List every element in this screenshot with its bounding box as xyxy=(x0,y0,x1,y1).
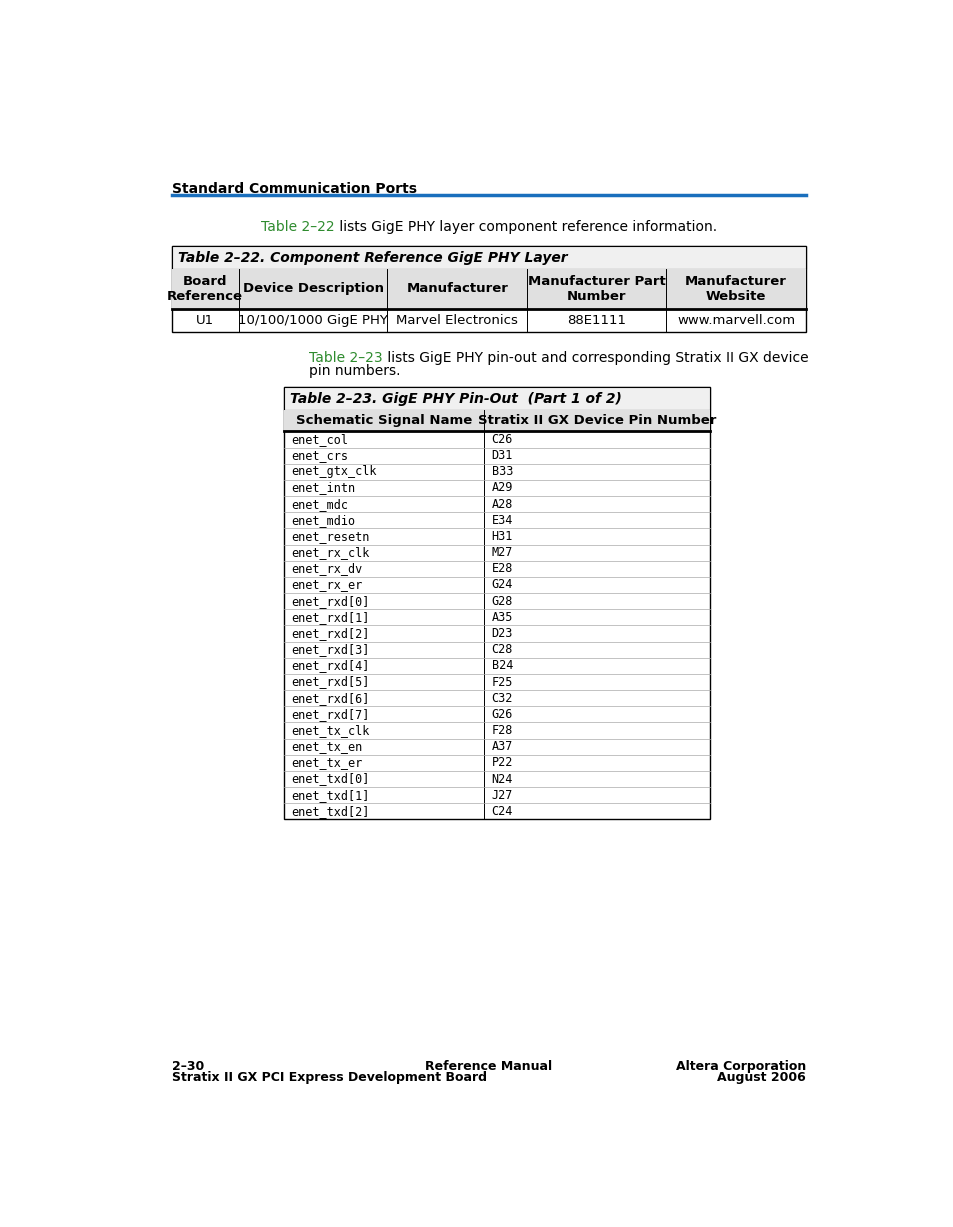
Text: enet_txd[2]: enet_txd[2] xyxy=(291,805,369,818)
Text: enet_rxd[7]: enet_rxd[7] xyxy=(291,708,369,720)
Text: Marvel Electronics: Marvel Electronics xyxy=(395,314,517,326)
Bar xyxy=(283,410,709,432)
Text: enet_rxd[3]: enet_rxd[3] xyxy=(291,643,369,656)
Text: enet_intn: enet_intn xyxy=(291,481,355,494)
Text: G26: G26 xyxy=(491,708,513,720)
Text: Reference Manual: Reference Manual xyxy=(425,1060,552,1072)
Text: enet_tx_clk: enet_tx_clk xyxy=(291,724,369,737)
Text: Schematic Signal Name: Schematic Signal Name xyxy=(295,413,472,427)
Text: Stratix II GX Device Pin Number: Stratix II GX Device Pin Number xyxy=(477,413,716,427)
Text: enet_tx_er: enet_tx_er xyxy=(291,756,362,769)
Text: enet_rx_er: enet_rx_er xyxy=(291,578,362,591)
Text: enet_rxd[0]: enet_rxd[0] xyxy=(291,595,369,607)
Bar xyxy=(172,245,805,269)
Text: H31: H31 xyxy=(491,530,513,544)
Text: enet_tx_en: enet_tx_en xyxy=(291,740,362,753)
Text: B24: B24 xyxy=(491,659,513,672)
Text: E28: E28 xyxy=(491,562,513,575)
Text: enet_mdio: enet_mdio xyxy=(291,514,355,526)
Text: enet_rxd[6]: enet_rxd[6] xyxy=(291,692,369,704)
Text: Standard Communication Ports: Standard Communication Ports xyxy=(172,182,416,196)
Bar xyxy=(172,269,805,309)
Text: U1: U1 xyxy=(196,314,214,326)
Text: P22: P22 xyxy=(491,756,513,769)
Text: C28: C28 xyxy=(491,643,513,656)
Text: enet_rxd[1]: enet_rxd[1] xyxy=(291,611,369,623)
Text: Table 2–22: Table 2–22 xyxy=(261,221,335,234)
Text: Manufacturer: Manufacturer xyxy=(406,282,508,296)
Text: E34: E34 xyxy=(491,514,513,526)
Text: Board
Reference: Board Reference xyxy=(167,275,243,303)
Text: D31: D31 xyxy=(491,449,513,463)
Text: lists GigE PHY pin-out and corresponding Stratix II GX device: lists GigE PHY pin-out and corresponding… xyxy=(382,351,807,366)
Text: F25: F25 xyxy=(491,676,513,688)
Text: enet_txd[0]: enet_txd[0] xyxy=(291,773,369,785)
Text: G28: G28 xyxy=(491,595,513,607)
Text: A37: A37 xyxy=(491,740,513,753)
Text: Altera Corporation: Altera Corporation xyxy=(675,1060,805,1072)
Text: enet_txd[1]: enet_txd[1] xyxy=(291,789,369,801)
Text: Manufacturer Part
Number: Manufacturer Part Number xyxy=(527,275,665,303)
Bar xyxy=(283,387,709,410)
Text: Table 2–23. GigE PHY Pin-Out  (Part 1 of 2): Table 2–23. GigE PHY Pin-Out (Part 1 of … xyxy=(290,393,621,406)
Text: Table 2–23: Table 2–23 xyxy=(309,351,382,366)
Text: C26: C26 xyxy=(491,433,513,445)
Text: enet_rxd[2]: enet_rxd[2] xyxy=(291,627,369,640)
Text: Manufacturer
Website: Manufacturer Website xyxy=(684,275,786,303)
Text: pin numbers.: pin numbers. xyxy=(309,363,400,378)
Text: C24: C24 xyxy=(491,805,513,818)
Text: enet_crs: enet_crs xyxy=(291,449,348,463)
Text: August 2006: August 2006 xyxy=(717,1071,805,1085)
Text: Device Description: Device Description xyxy=(242,282,383,296)
Text: enet_rx_dv: enet_rx_dv xyxy=(291,562,362,575)
Text: enet_rx_clk: enet_rx_clk xyxy=(291,546,369,560)
Text: D23: D23 xyxy=(491,627,513,640)
Text: A28: A28 xyxy=(491,498,513,510)
Text: enet_col: enet_col xyxy=(291,433,348,445)
Text: F28: F28 xyxy=(491,724,513,737)
Bar xyxy=(283,387,709,820)
Text: 2–30: 2–30 xyxy=(172,1060,204,1072)
Text: enet_resetn: enet_resetn xyxy=(291,530,369,544)
Text: A35: A35 xyxy=(491,611,513,623)
Text: C32: C32 xyxy=(491,692,513,704)
Text: enet_rxd[4]: enet_rxd[4] xyxy=(291,659,369,672)
Text: 88E1111: 88E1111 xyxy=(567,314,625,326)
Text: lists GigE PHY layer component reference information.: lists GigE PHY layer component reference… xyxy=(335,221,716,234)
Text: B33: B33 xyxy=(491,465,513,479)
Text: G24: G24 xyxy=(491,578,513,591)
Text: Stratix II GX PCI Express Development Board: Stratix II GX PCI Express Development Bo… xyxy=(172,1071,486,1085)
Text: www.marvell.com: www.marvell.com xyxy=(677,314,795,326)
Text: enet_rxd[5]: enet_rxd[5] xyxy=(291,676,369,688)
Text: A29: A29 xyxy=(491,481,513,494)
Text: enet_gtx_clk: enet_gtx_clk xyxy=(291,465,376,479)
Text: 10/100/1000 GigE PHY: 10/100/1000 GigE PHY xyxy=(238,314,388,326)
Text: J27: J27 xyxy=(491,789,513,801)
Text: M27: M27 xyxy=(491,546,513,560)
Text: Table 2–22. Component Reference GigE PHY Layer: Table 2–22. Component Reference GigE PHY… xyxy=(178,252,567,265)
Text: enet_mdc: enet_mdc xyxy=(291,498,348,510)
Text: N24: N24 xyxy=(491,773,513,785)
Bar xyxy=(172,245,805,333)
